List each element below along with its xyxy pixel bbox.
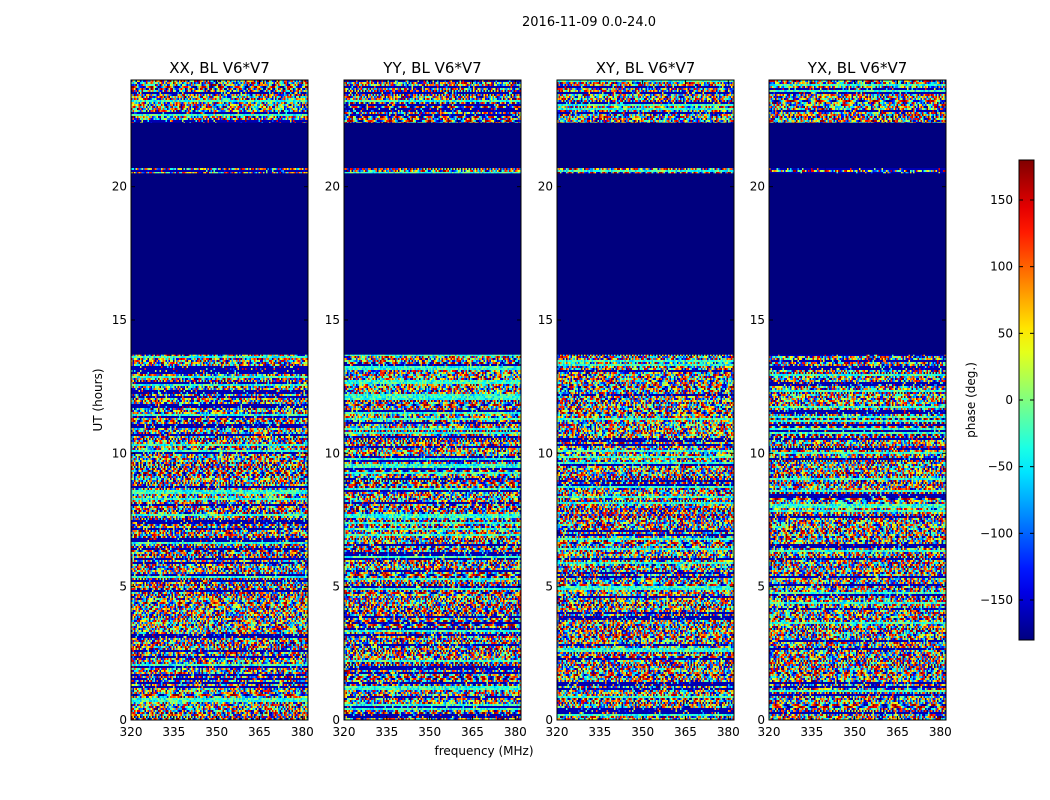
panel-xy: XY, BL V6*V7 0 5 10 15 20 320 335 350 365 380 — [538, 59, 740, 739]
panel-yx: YX, BL V6*V7 0 5 10 15 20 320 335 350 365 380 — [750, 59, 952, 739]
flagged-band — [769, 173, 946, 355]
x-tick-label: 320 — [758, 725, 781, 739]
panel-xx: XX, BL V6*V7 0 5 10 15 20 320 335 350 365 380 — [112, 59, 314, 739]
x-tick-label: 365 — [674, 725, 697, 739]
flagged-band — [557, 173, 734, 355]
figure-suptitle: 2016-11-09 0.0-24.0 — [522, 15, 656, 30]
y-tick-label: 10 — [538, 446, 553, 460]
x-tick-label: 350 — [843, 725, 866, 739]
y-tick-label: 20 — [538, 180, 553, 194]
colorbar-tick-label: −150 — [980, 593, 1013, 607]
colorbar-tick-label: 0 — [1005, 393, 1013, 407]
y-tick-label: 20 — [750, 180, 765, 194]
y-tick-label: 10 — [112, 446, 127, 460]
colorbar-label: phase (deg.) — [964, 362, 978, 438]
flagged-band — [557, 122, 734, 168]
y-axis-label: UT (hours) — [91, 368, 105, 431]
x-tick-label: 320 — [546, 725, 569, 739]
panel-title: YX, BL V6*V7 — [807, 59, 908, 77]
y-tick-label: 20 — [112, 180, 127, 194]
panel-title: XY, BL V6*V7 — [596, 59, 696, 77]
x-tick-label: 335 — [375, 725, 398, 739]
flagged-band — [344, 122, 521, 168]
y-tick-label: 20 — [325, 180, 340, 194]
x-tick-label: 365 — [886, 725, 909, 739]
panel-frame — [343, 79, 522, 721]
y-tick-label: 5 — [119, 580, 127, 594]
panel-yy: YY, BL V6*V7 0 5 10 15 20 320 335 350 365 380 — [325, 59, 527, 739]
x-tick-label: 365 — [461, 725, 484, 739]
x-tick-label: 380 — [504, 725, 527, 739]
flagged-band — [131, 173, 308, 355]
x-tick-label: 335 — [162, 725, 185, 739]
panel-frame — [556, 79, 735, 721]
y-tick-label: 5 — [545, 580, 553, 594]
x-tick-label: 380 — [929, 725, 952, 739]
y-tick-label: 15 — [538, 313, 553, 327]
x-tick-label: 380 — [291, 725, 314, 739]
y-tick-label: 0 — [332, 713, 340, 727]
colorbar-tick-label: 150 — [990, 193, 1013, 207]
flagged-band — [344, 173, 521, 355]
y-tick-label: 5 — [332, 580, 340, 594]
panel-title: XX, BL V6*V7 — [169, 59, 270, 77]
colorbar: −150 −100 −50 0 50 100 150 — [980, 159, 1035, 641]
x-tick-label: 320 — [120, 725, 143, 739]
y-tick-label: 0 — [119, 713, 127, 727]
colorbar-tick-label: −100 — [980, 526, 1013, 540]
colorbar-tick-label: 100 — [990, 260, 1013, 274]
flagged-band — [131, 122, 308, 168]
colorbar-tick-label: 50 — [998, 326, 1013, 340]
y-tick-label: 15 — [112, 313, 127, 327]
x-tick-label: 365 — [248, 725, 271, 739]
x-tick-label: 320 — [333, 725, 356, 739]
y-tick-label: 15 — [750, 313, 765, 327]
y-tick-label: 0 — [757, 713, 765, 727]
x-tick-label: 350 — [205, 725, 228, 739]
y-tick-label: 0 — [545, 713, 553, 727]
x-tick-label: 380 — [717, 725, 740, 739]
panel-frame — [130, 79, 309, 721]
panel-frame — [768, 79, 947, 721]
colorbar-tick-label: −50 — [988, 460, 1013, 474]
x-tick-label: 335 — [800, 725, 823, 739]
y-tick-label: 10 — [325, 446, 340, 460]
y-tick-label: 15 — [325, 313, 340, 327]
y-tick-label: 10 — [750, 446, 765, 460]
x-axis-label: frequency (MHz) — [434, 744, 533, 758]
x-tick-label: 335 — [588, 725, 611, 739]
x-tick-label: 350 — [418, 725, 441, 739]
y-tick-label: 5 — [757, 580, 765, 594]
panel-title: YY, BL V6*V7 — [382, 59, 481, 77]
x-tick-label: 350 — [631, 725, 654, 739]
flagged-band — [769, 122, 946, 168]
